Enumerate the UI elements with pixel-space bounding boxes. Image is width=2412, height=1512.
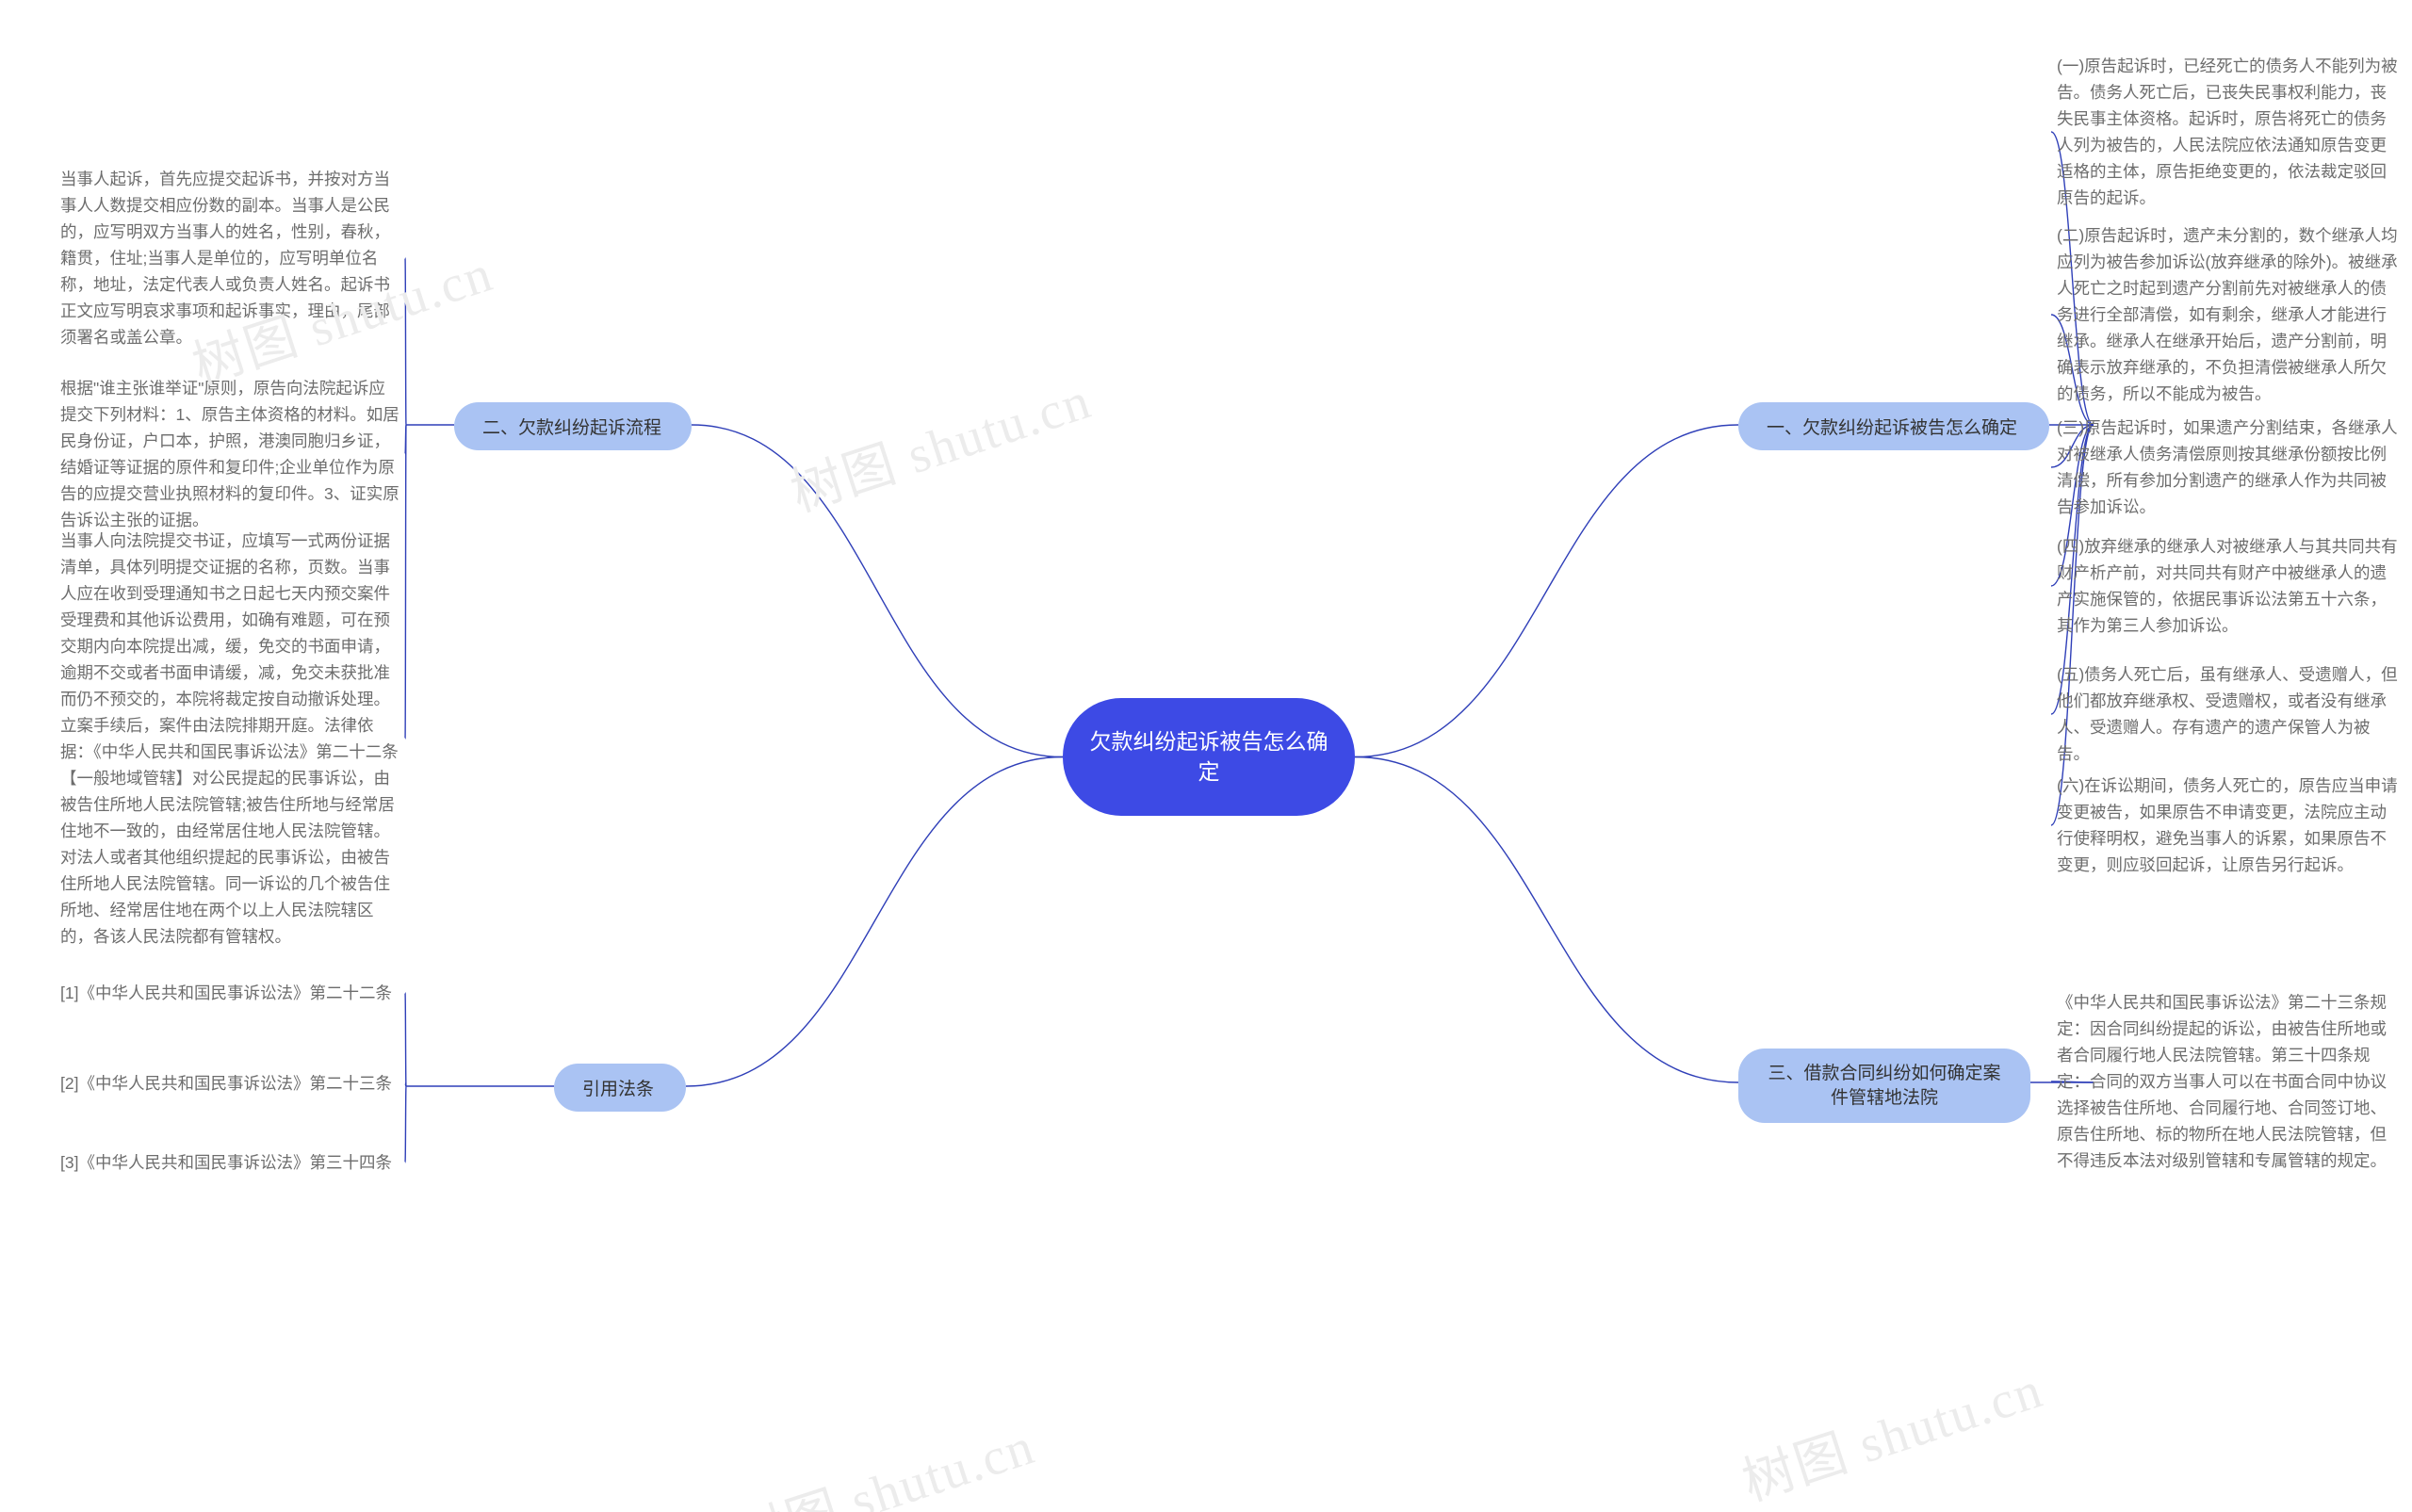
leaf-text: [1]《中华人民共和国民事诉讼法》第二十二条 (60, 980, 399, 1006)
leaf-text: 根据"谁主张谁举证"原则，原告向法院起诉应提交下列材料：1、原告主体资格的材料。… (60, 375, 399, 533)
branch-three: 三、借款合同纠纷如何确定案件管辖地法院 (1738, 1049, 2030, 1123)
leaf-text: [2]《中华人民共和国民事诉讼法》第二十三条 (60, 1070, 399, 1097)
leaf-text: (三)原告起诉时，如果遗产分割结束，各继承人对被继承人债务清偿原则按其继承份额按… (2057, 415, 2401, 520)
branch-two: 二、欠款纠纷起诉流程 (454, 402, 692, 450)
branch-one: 一、欠款纠纷起诉被告怎么确定 (1738, 402, 2049, 450)
branch-cites: 引用法条 (554, 1064, 686, 1112)
leaf-text: (五)债务人死亡后，虽有继承人、受遗赠人，但他们都放弃继承权、受遗赠权，或者没有… (2057, 661, 2401, 767)
leaf-text: (二)原告起诉时，遗产未分割的，数个继承人均应列为被告参加诉讼(放弃继承的除外)… (2057, 222, 2401, 407)
leaf-text: [3]《中华人民共和国民事诉讼法》第三十四条 (60, 1149, 399, 1176)
leaf-text: (六)在诉讼期间，债务人死亡的，原告应当申请变更被告，如果原告不申请变更，法院应… (2057, 772, 2401, 878)
center-node: 欠款纠纷起诉被告怎么确定 (1063, 698, 1355, 816)
leaf-text: (一)原告起诉时，已经死亡的债务人不能列为被告。债务人死亡后，已丧失民事权利能力… (2057, 53, 2401, 211)
leaf-text: 当事人起诉，首先应提交起诉书，并按对方当事人人数提交相应份数的副本。当事人是公民… (60, 166, 399, 350)
leaf-text: 《中华人民共和国民事诉讼法》第二十三条规定：因合同纠纷提起的诉讼，由被告住所地或… (2057, 989, 2401, 1174)
leaf-text: (四)放弃继承的继承人对被继承人与其共同共有财产析产前，对共同共有财产中被继承人… (2057, 533, 2401, 639)
leaf-text: 当事人向法院提交书证，应填写一式两份证据清单，具体列明提交证据的名称，页数。当事… (60, 528, 399, 950)
